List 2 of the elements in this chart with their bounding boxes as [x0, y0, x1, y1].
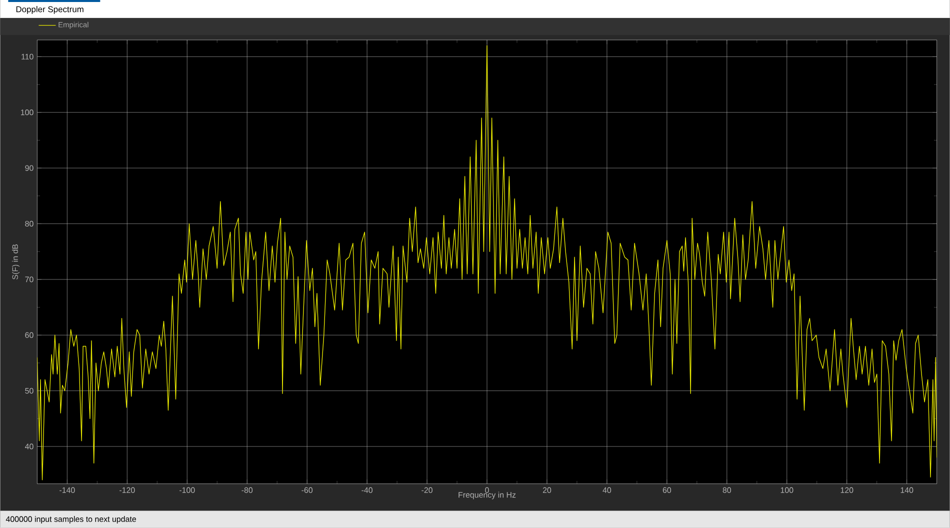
chart-title: Doppler Spectrum — [16, 6, 84, 14]
line-series — [37, 45, 937, 480]
